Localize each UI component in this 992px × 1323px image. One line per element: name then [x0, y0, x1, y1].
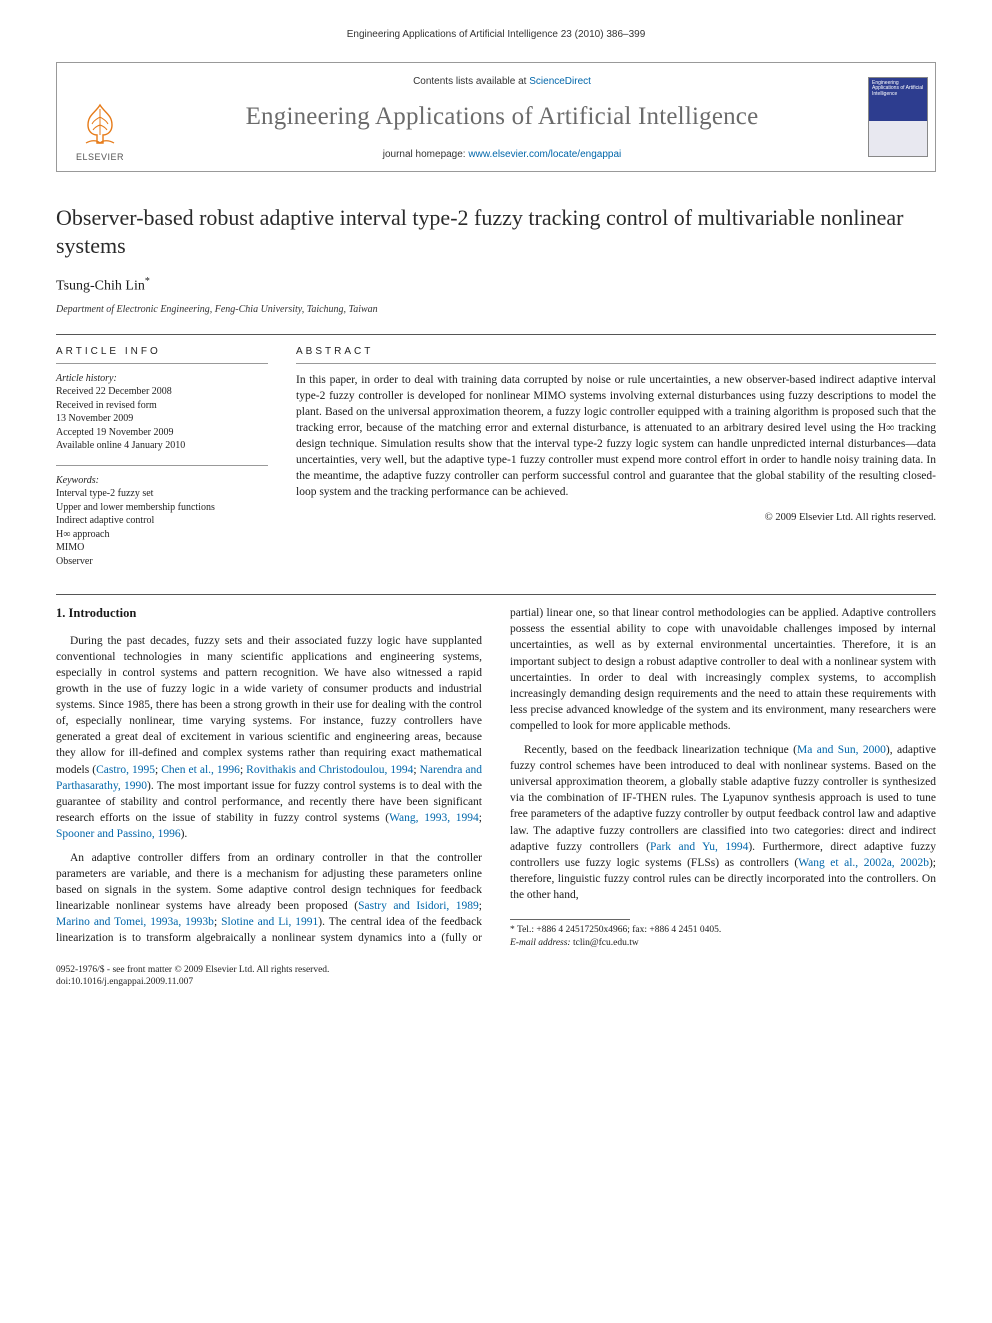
citation-link[interactable]: Park and Yu, 1994 — [650, 841, 748, 853]
info-divider — [56, 363, 268, 364]
article-body: 1. Introduction During the past decades,… — [56, 605, 936, 949]
keyword: MIMO — [56, 541, 268, 555]
contents-available-line: Contents lists available at ScienceDirec… — [151, 75, 853, 89]
cover-thumb-cell: Engineering Applications of Artificial I… — [861, 63, 935, 172]
history-revised-l2: 13 November 2009 — [56, 412, 268, 426]
abstract-divider — [296, 363, 936, 364]
abstract-text: In this paper, in order to deal with tra… — [296, 372, 936, 501]
body-paragraph: Recently, based on the feedback lineariz… — [510, 742, 936, 903]
keywords-label: Keywords: — [56, 474, 268, 488]
keywords-block: Keywords: Interval type-2 fuzzy set Uppe… — [56, 465, 268, 569]
history-revised-l1: Received in revised form — [56, 399, 268, 413]
footnote-tel: * Tel.: +886 4 24517250x4966; fax: +886 … — [510, 924, 936, 937]
section-heading-introduction: 1. Introduction — [56, 605, 482, 623]
citation-link[interactable]: Castro, 1995 — [96, 764, 155, 776]
article-history-block: Article history: Received 22 December 20… — [56, 372, 268, 453]
sciencedirect-link[interactable]: ScienceDirect — [529, 76, 591, 87]
abstract-column: ABSTRACT In this paper, in order to deal… — [296, 345, 936, 568]
keywords-divider — [56, 465, 268, 466]
running-head: Engineering Applications of Artificial I… — [56, 28, 936, 42]
footnote-separator — [510, 919, 630, 920]
issn-copyright-line: 0952-1976/$ - see front matter © 2009 El… — [56, 964, 936, 976]
history-accepted: Accepted 19 November 2009 — [56, 426, 268, 440]
publisher-name: ELSEVIER — [76, 151, 124, 163]
homepage-prefix: journal homepage: — [383, 149, 469, 160]
journal-homepage-link[interactable]: www.elsevier.com/locate/engappai — [468, 149, 621, 160]
divider-top — [56, 334, 936, 335]
body-paragraph: During the past decades, fuzzy sets and … — [56, 633, 482, 842]
page-bottom-meta: 0952-1976/$ - see front matter © 2009 El… — [56, 964, 936, 989]
keyword: H∞ approach — [56, 528, 268, 542]
elsevier-logo: ELSEVIER — [75, 99, 125, 163]
abstract-copyright: © 2009 Elsevier Ltd. All rights reserved… — [296, 511, 936, 525]
elsevier-tree-icon — [75, 99, 125, 149]
citation-link[interactable]: Spooner and Passino, 1996 — [56, 828, 181, 840]
keyword: Observer — [56, 555, 268, 569]
doi-line: doi:10.1016/j.engappai.2009.11.007 — [56, 976, 936, 988]
journal-cover-thumbnail: Engineering Applications of Artificial I… — [868, 77, 928, 157]
masthead-center: Contents lists available at ScienceDirec… — [143, 63, 861, 172]
citation-link[interactable]: Ma and Sun, 2000 — [797, 744, 886, 756]
footnote-email: E-mail address: tclin@fcu.edu.tw — [510, 937, 936, 950]
citation-link[interactable]: Slotine and Li, 1991 — [221, 916, 318, 928]
history-received: Received 22 December 2008 — [56, 385, 268, 399]
author-name: Tsung-Chih Lin — [56, 279, 145, 294]
contents-prefix: Contents lists available at — [413, 76, 529, 87]
history-label: Article history: — [56, 372, 268, 386]
citation-link[interactable]: Marino and Tomei, 1993a, 1993b — [56, 916, 214, 928]
author-marker: * — [145, 276, 150, 287]
history-online: Available online 4 January 2010 — [56, 439, 268, 453]
publisher-logo-cell: ELSEVIER — [57, 63, 143, 172]
article-title: Observer-based robust adaptive interval … — [56, 204, 936, 259]
corresponding-author-footnote: * Tel.: +886 4 24517250x4966; fax: +886 … — [510, 924, 936, 950]
abstract-heading: ABSTRACT — [296, 345, 936, 359]
article-info-column: ARTICLE INFO Article history: Received 2… — [56, 345, 268, 568]
keyword: Interval type-2 fuzzy set — [56, 487, 268, 501]
keyword: Indirect adaptive control — [56, 514, 268, 528]
cover-thumb-title: Engineering Applications of Artificial I… — [872, 81, 924, 98]
citation-link[interactable]: Wang et al., 2002a, 2002b — [798, 857, 929, 869]
info-abstract-row: ARTICLE INFO Article history: Received 2… — [56, 345, 936, 568]
citation-link[interactable]: Rovithakis and Christodoulou, 1994 — [246, 764, 413, 776]
author-line: Tsung-Chih Lin* — [56, 275, 936, 297]
journal-title: Engineering Applications of Artificial I… — [151, 100, 853, 134]
citation-link[interactable]: Sastry and Isidori, 1989 — [358, 900, 479, 912]
keyword: Upper and lower membership functions — [56, 501, 268, 515]
author-affiliation: Department of Electronic Engineering, Fe… — [56, 303, 936, 317]
article-info-heading: ARTICLE INFO — [56, 345, 268, 359]
journal-homepage-line: journal homepage: www.elsevier.com/locat… — [151, 148, 853, 162]
journal-masthead: ELSEVIER Contents lists available at Sci… — [56, 62, 936, 173]
citation-link[interactable]: Chen et al., 1996 — [161, 764, 240, 776]
citation-link[interactable]: Wang, 1993, 1994 — [389, 812, 479, 824]
divider-mid — [56, 594, 936, 595]
